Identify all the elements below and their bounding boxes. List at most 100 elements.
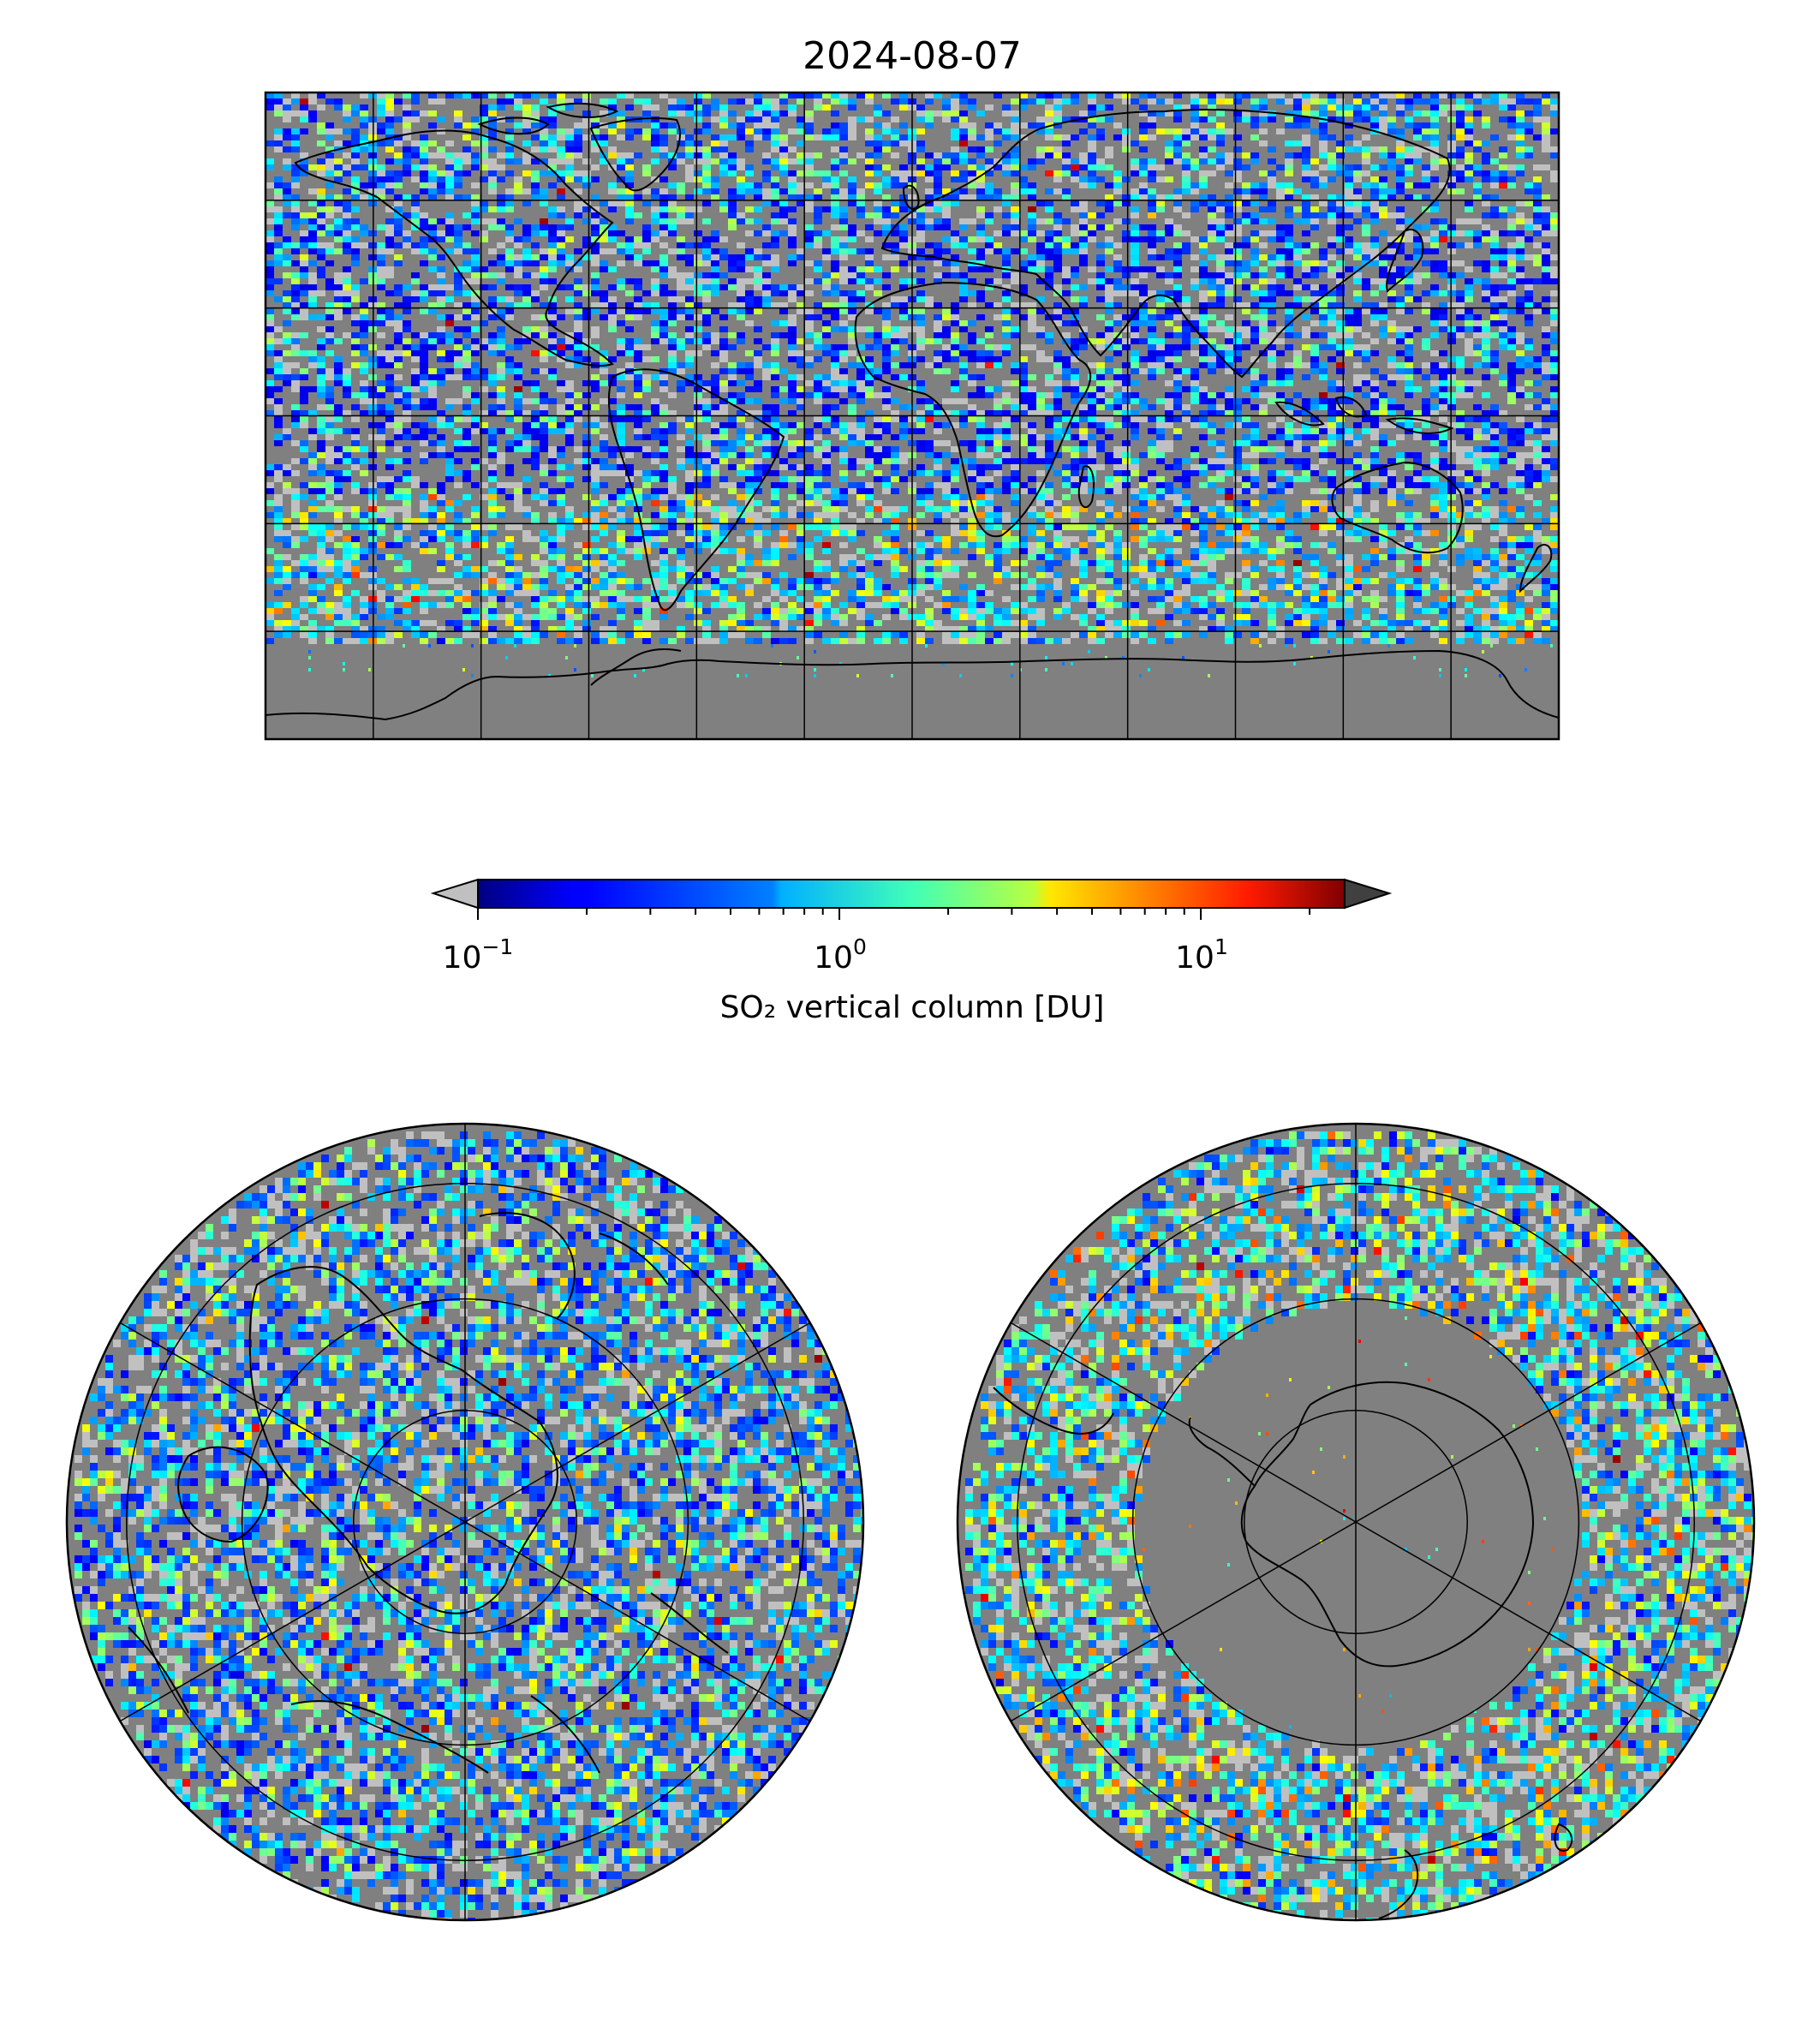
so2-pixel — [1396, 368, 1405, 374]
so2-pixel — [291, 350, 300, 356]
so2-pixel — [360, 386, 368, 392]
so2-pixel — [1173, 368, 1182, 374]
so2-pixel — [916, 236, 925, 242]
so2-pixel — [428, 194, 437, 200]
so2-pixel — [1533, 224, 1542, 230]
so2-pixel — [437, 188, 445, 194]
so2-pixel — [385, 182, 394, 188]
so2-pixel — [497, 326, 505, 332]
so2-pixel — [1465, 266, 1473, 272]
so2-pixel — [882, 362, 891, 368]
so2-pixel — [1002, 398, 1011, 404]
so2-pixel — [754, 182, 762, 188]
so2-pixel — [771, 200, 779, 206]
so2-pixel — [1533, 218, 1542, 224]
so2-pixel — [1396, 92, 1405, 98]
so2-pixel — [951, 230, 959, 236]
so2-pixel — [754, 338, 762, 344]
so2-pixel — [916, 356, 925, 362]
so2-pixel — [1456, 164, 1465, 170]
so2-pixel — [411, 116, 420, 122]
so2-pixel — [694, 338, 702, 344]
so2-pixel — [1036, 128, 1045, 134]
so2-pixel — [445, 320, 454, 326]
so2-pixel — [1430, 332, 1439, 338]
so2-pixel — [779, 152, 788, 158]
so2-pixel — [1182, 416, 1190, 422]
so2-pixel — [1002, 344, 1011, 350]
so2-pixel — [959, 290, 968, 296]
so2-pixel — [1268, 182, 1276, 188]
so2-pixel — [617, 194, 625, 200]
so2-pixel — [574, 410, 582, 416]
so2-pixel — [934, 260, 942, 266]
so2-pixel — [1422, 194, 1430, 200]
so2-pixel — [582, 92, 591, 98]
so2-pixel — [266, 200, 274, 206]
so2-pixel — [1533, 380, 1542, 386]
so2-pixel — [659, 188, 668, 194]
so2-pixel — [1011, 224, 1019, 230]
so2-pixel — [1328, 308, 1336, 314]
so2-pixel — [1370, 200, 1379, 206]
so2-pixel — [1430, 362, 1439, 368]
so2-pixel — [976, 260, 985, 266]
so2-pixel — [1182, 320, 1190, 326]
so2-pixel — [899, 338, 908, 344]
so2-pixel — [1396, 134, 1405, 140]
so2-pixel — [839, 152, 848, 158]
so2-pixel — [1053, 404, 1062, 410]
so2-pixel — [1071, 338, 1079, 344]
so2-pixel — [368, 296, 377, 302]
so2-pixel — [1019, 386, 1028, 392]
so2-pixel — [1079, 200, 1088, 206]
so2-pixel — [1293, 278, 1302, 284]
so2-pixel — [839, 206, 848, 212]
so2-pixel — [437, 416, 445, 422]
so2-pixel — [283, 320, 291, 326]
so2-pixel — [1208, 194, 1216, 200]
so2-pixel — [368, 116, 377, 122]
so2-pixel — [959, 272, 968, 278]
so2-pixel — [1088, 404, 1096, 410]
so2-pixel — [574, 344, 582, 350]
so2-pixel — [1319, 146, 1328, 152]
so2-pixel — [754, 254, 762, 260]
so2-pixel — [677, 152, 685, 158]
so2-pixel — [291, 176, 300, 182]
so2-pixel — [1405, 164, 1413, 170]
so2-pixel — [985, 242, 994, 248]
so2-pixel — [728, 152, 737, 158]
so2-pixel — [839, 266, 848, 272]
so2-pixel — [1079, 404, 1088, 410]
so2-pixel — [522, 122, 531, 128]
so2-pixel — [1122, 410, 1131, 416]
so2-pixel — [831, 380, 839, 386]
so2-pixel — [1396, 188, 1405, 194]
so2-pixel — [403, 398, 411, 404]
so2-pixel — [1345, 314, 1353, 320]
so2-pixel — [1550, 128, 1559, 134]
so2-pixel — [994, 128, 1002, 134]
so2-pixel — [882, 176, 891, 182]
so2-pixel — [1439, 92, 1447, 98]
so2-pixel — [540, 410, 548, 416]
so2-pixel — [959, 296, 968, 302]
so2-pixel — [942, 116, 951, 122]
so2-pixel — [1285, 164, 1293, 170]
so2-pixel — [608, 398, 617, 404]
so2-pixel — [1259, 290, 1268, 296]
so2-pixel — [565, 338, 574, 344]
so2-pixel — [1362, 260, 1370, 266]
so2-pixel — [762, 272, 771, 278]
so2-pixel — [651, 212, 659, 218]
so2-pixel — [325, 122, 334, 128]
so2-pixel — [454, 230, 462, 236]
so2-pixel — [1002, 194, 1011, 200]
so2-pixel — [1216, 272, 1225, 278]
so2-pixel — [882, 422, 891, 428]
so2-pixel — [1550, 320, 1559, 326]
so2-pixel — [1053, 134, 1062, 140]
so2-pixel — [1447, 242, 1456, 248]
so2-pixel — [1165, 140, 1173, 146]
